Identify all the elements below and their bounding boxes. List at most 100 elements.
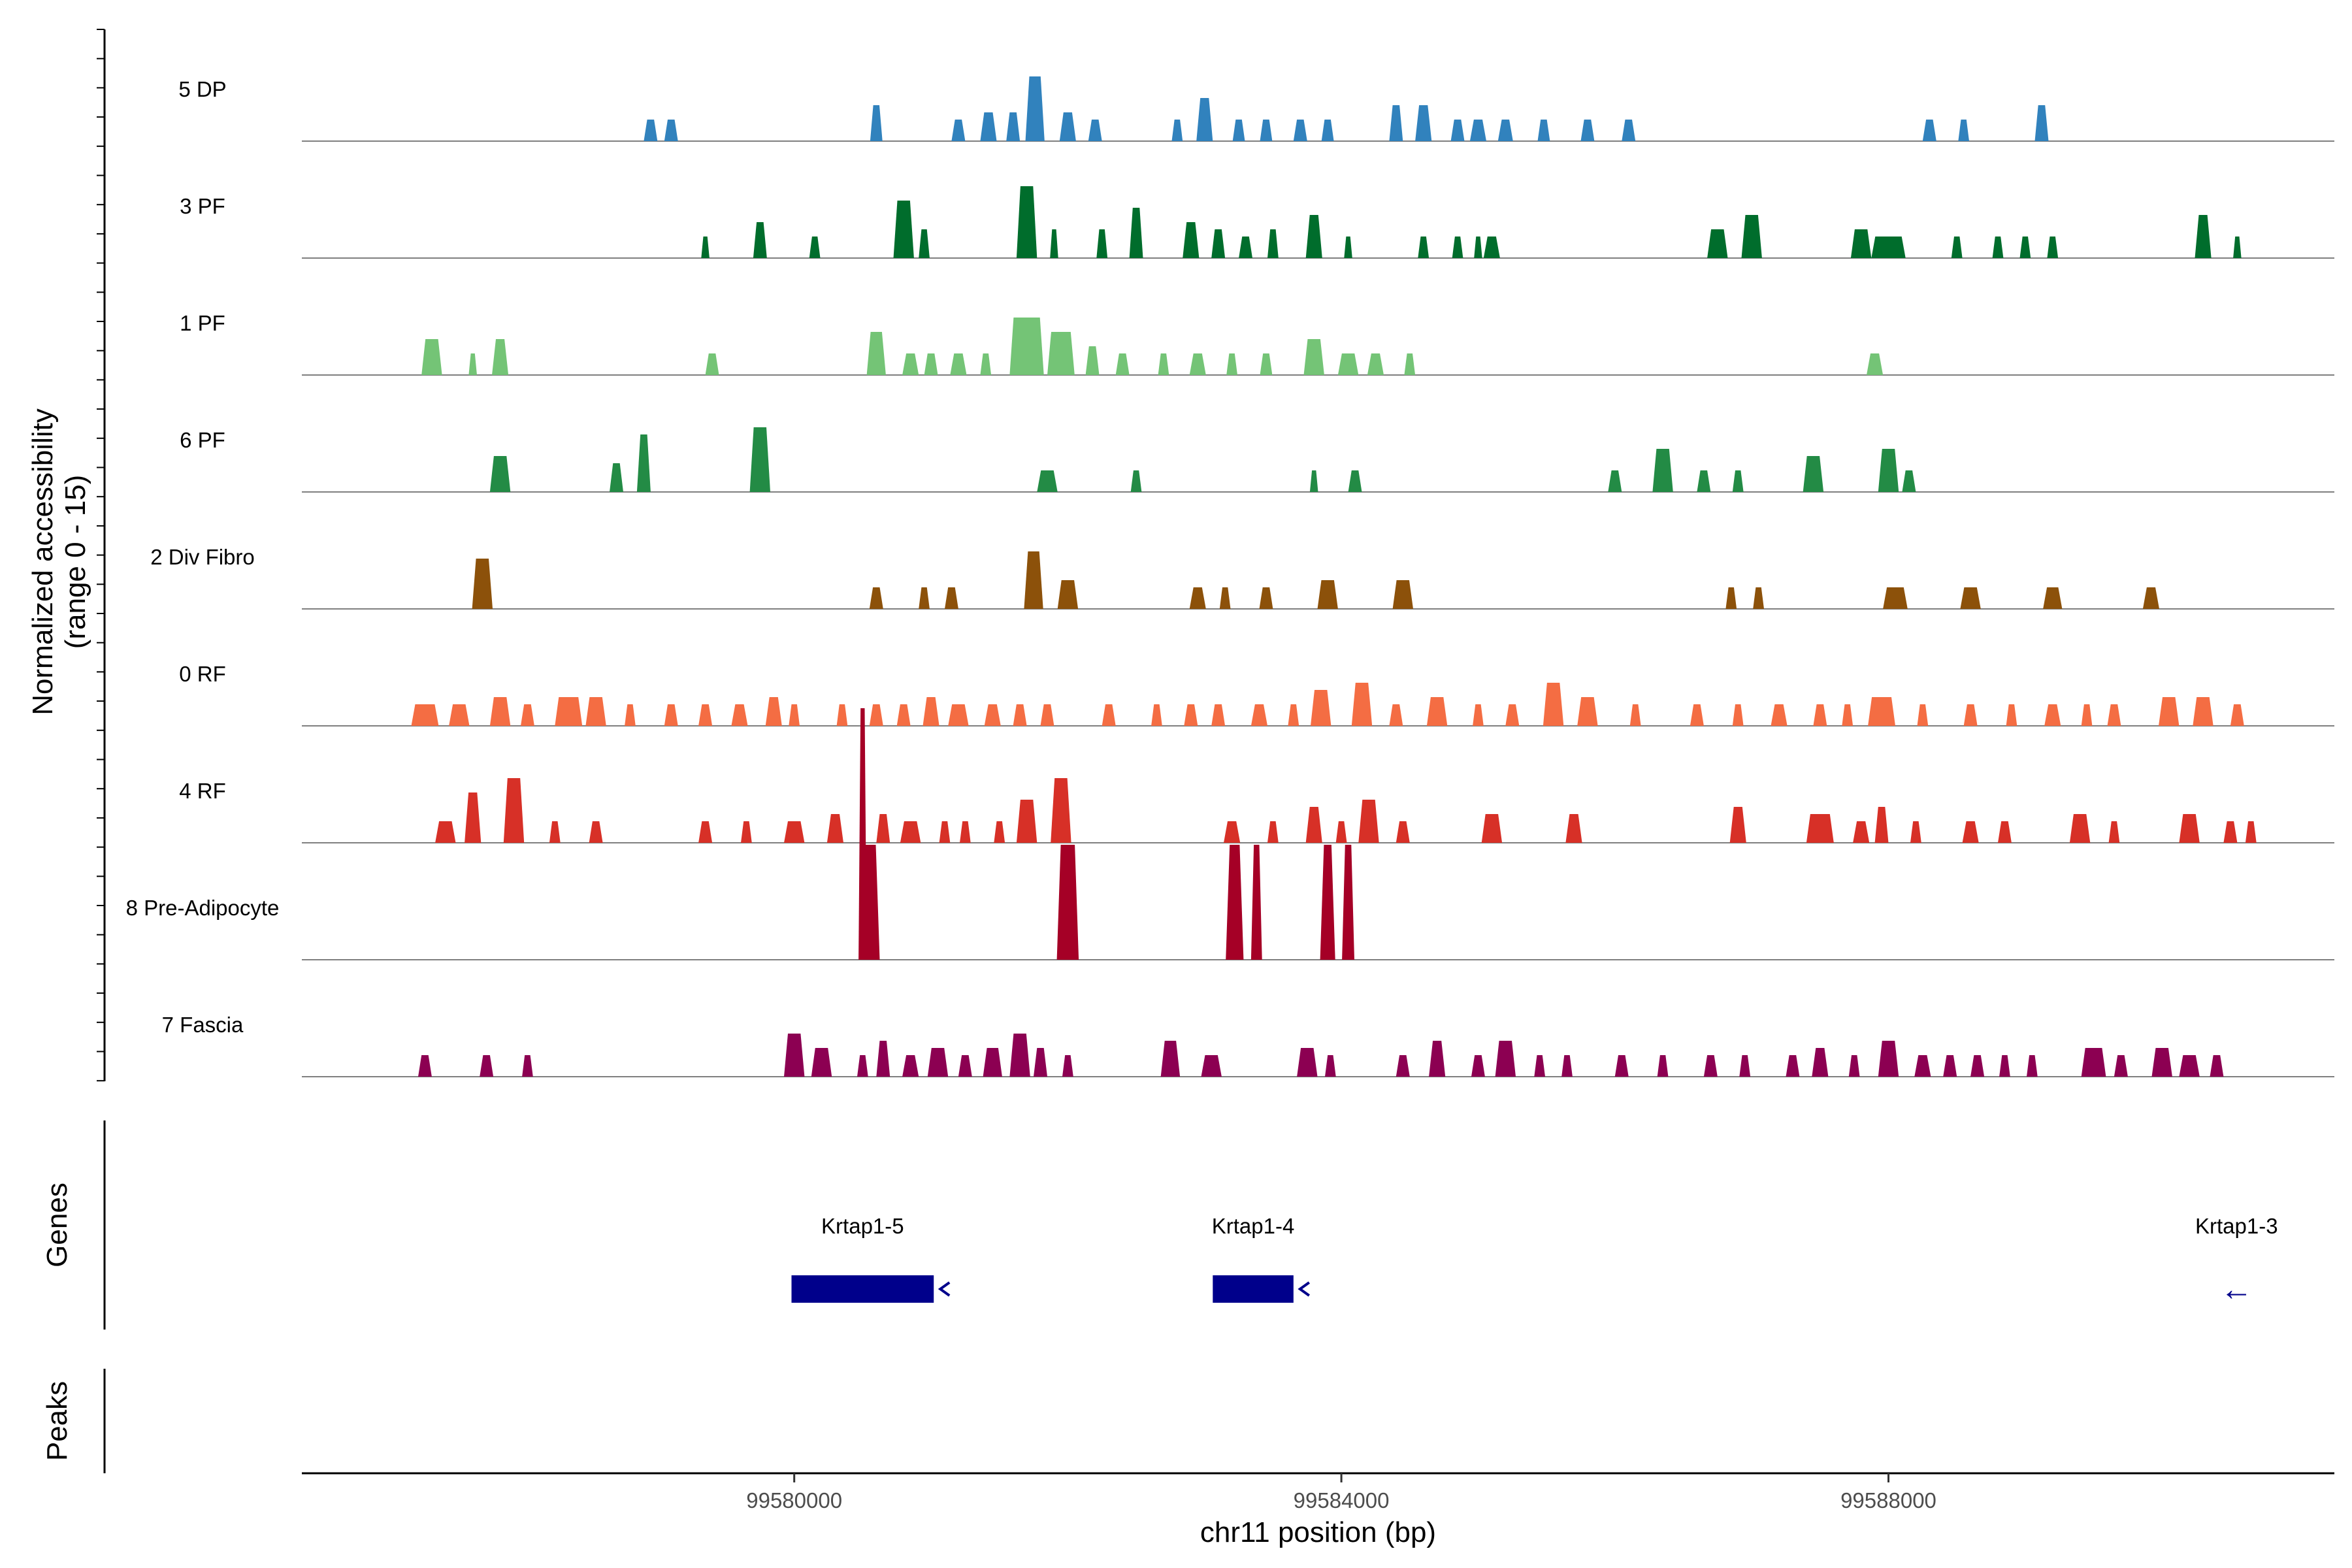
coverage-peak (1474, 237, 1482, 258)
coverage-peak (789, 704, 800, 726)
coverage-peak (1096, 229, 1108, 258)
coverage-peak (2233, 237, 2242, 258)
coverage-peak (1239, 237, 1252, 258)
coverage-peak (2159, 697, 2180, 726)
coverage-peak (1009, 318, 1044, 375)
coverage-peak (589, 821, 603, 843)
coverage-peak (1452, 237, 1463, 258)
coverage-peak (1226, 353, 1237, 375)
coverage-peak (1219, 587, 1231, 609)
coverage-peak (1297, 1048, 1318, 1077)
coverage-peak (625, 704, 636, 726)
coverage-peak (698, 821, 713, 843)
coverage-peak (411, 704, 439, 726)
gene-strand-chevron (1298, 1281, 1310, 1297)
coverage-peak (2179, 1055, 2200, 1077)
coverage-peak (1303, 339, 1324, 375)
coverage-peak (1998, 821, 2012, 843)
coverage-peak (1753, 587, 1764, 609)
coverage-peak (2081, 704, 2093, 726)
coverage-peak (1729, 807, 1746, 843)
coverage-peak (2114, 1055, 2128, 1077)
coverage-peak (753, 222, 767, 258)
coverage-peak (2230, 704, 2244, 726)
coverage-peak (2043, 587, 2063, 609)
coverage-peak (1288, 704, 1299, 726)
coverage-peak (1309, 470, 1318, 492)
coverage-peak (1497, 120, 1513, 141)
coverage-peak (1690, 704, 1704, 726)
coverage-peak (811, 1048, 832, 1077)
coverage-peak (1059, 112, 1076, 141)
coverage-peak (1614, 1055, 1629, 1077)
coverage-peak (1871, 237, 1906, 258)
coverage-peak (1006, 112, 1021, 141)
coverage-peak (1196, 98, 1213, 141)
coverage-peak (1970, 1055, 1985, 1077)
coverage-peak (418, 1055, 432, 1077)
coverage-peak (876, 814, 890, 843)
y-axis-range-label: (range 0 - 15) (59, 475, 91, 649)
coverage-peak (958, 1055, 972, 1077)
x-tick-label: 99588000 (1840, 1488, 1936, 1512)
coverage-peak (1707, 229, 1728, 258)
coverage-peak (1943, 1055, 1957, 1077)
coverage-peak (1483, 237, 1500, 258)
coverage-peak (489, 456, 511, 492)
coverage-peak (1151, 704, 1162, 726)
coverage-peak (610, 463, 623, 492)
coverage-peak (2047, 237, 2059, 258)
coverage-peak (1189, 587, 1206, 609)
coverage-peak (826, 814, 843, 843)
coverage-peak (741, 821, 752, 843)
coverage-peak (1358, 800, 1379, 843)
coverage-peak (1813, 704, 1827, 726)
coverage-peak (784, 1034, 805, 1077)
coverage-peak (2151, 1048, 2172, 1077)
coverage-peak (701, 237, 710, 258)
coverage-peak (2193, 697, 2213, 726)
coverage-peak (1034, 1048, 1047, 1077)
peaks-panel: Peaks (41, 1369, 106, 1473)
peaks-panel-title: Peaks (41, 1381, 73, 1461)
coverage-peak (900, 821, 921, 843)
coverage-peak (1848, 1055, 1860, 1077)
coverage-peak (869, 587, 883, 609)
coverage-peak (1842, 704, 1854, 726)
coverage-peak (480, 1055, 494, 1077)
coverage-peak (1232, 120, 1245, 141)
coverage-peak (1211, 229, 1226, 258)
coverage-peak (919, 229, 930, 258)
coverage-peak (951, 120, 966, 141)
coverage-peak (1537, 120, 1550, 141)
coverage-peak (1850, 229, 1872, 258)
track-label: 2 Div Fibro (150, 545, 255, 569)
coverage-peak (1917, 704, 1929, 726)
coverage-peak (809, 237, 821, 258)
coverage-peak (1305, 215, 1322, 258)
coverage-peak (1429, 1041, 1446, 1077)
coverage-peak (472, 559, 493, 609)
coverage-peak (1739, 1055, 1751, 1077)
coverage-peak (1999, 1055, 2010, 1077)
coverage-peak (1335, 821, 1347, 843)
coverage-peak (1344, 237, 1352, 258)
coverage-peak (1534, 1055, 1545, 1077)
coverage-peak (1867, 353, 1884, 375)
coverage-peak (1183, 222, 1200, 258)
coverage-peak (1771, 704, 1788, 726)
gene-label: Krtap1-5 (821, 1214, 904, 1238)
coverage-peak (1025, 76, 1045, 141)
coverage-peak (1962, 821, 1979, 843)
coverage-peak (549, 821, 561, 843)
coverage-peak (980, 112, 997, 141)
coverage-peak (896, 704, 911, 726)
coverage-peak (1389, 704, 1403, 726)
coverage-peak (1853, 821, 1870, 843)
coverage-peak (1016, 186, 1037, 258)
coverage-peak (1367, 353, 1384, 375)
coverage-peak (1325, 1055, 1336, 1077)
x-tick-label: 99584000 (1294, 1488, 1390, 1512)
coverage-peak (945, 587, 958, 609)
